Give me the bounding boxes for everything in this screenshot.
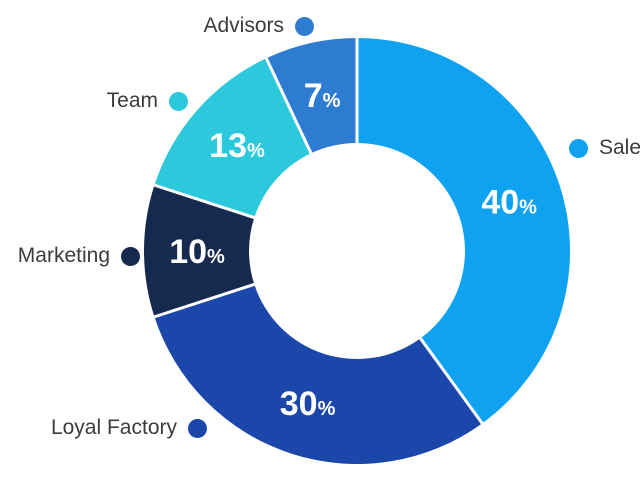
category-label-loyal-factory: Loyal Factory — [51, 414, 207, 442]
percent-label-team: 13% — [209, 127, 265, 165]
segment-divider — [418, 336, 484, 426]
percent-label-loyal-factory: 30% — [280, 385, 336, 423]
category-label-loyal-factory-text: Loyal Factory — [50, 416, 177, 439]
segment-divider — [153, 282, 256, 319]
sale-dot-icon — [569, 138, 588, 158]
advisors-dot-icon — [295, 16, 314, 36]
segment-loyal-factory — [154, 284, 483, 465]
category-label-marketing: Marketing — [18, 242, 140, 270]
segment-divider — [153, 183, 256, 220]
percent-label-sale: 40% — [481, 184, 537, 222]
percent-label-advisors: 7% — [304, 77, 341, 115]
segment-sale — [357, 38, 570, 424]
percent-label-marketing: 10% — [169, 233, 225, 271]
category-label-sale: Sale — [569, 134, 640, 162]
loyal-factory-dot-icon — [188, 418, 207, 438]
category-label-marketing-text: Marketing — [17, 244, 110, 267]
segment-team — [154, 58, 312, 218]
category-label-advisors: Advisors — [203, 12, 314, 40]
segment-marketing — [144, 185, 255, 317]
segment-advisors — [266, 38, 357, 154]
team-dot-icon — [169, 91, 188, 111]
category-label-team: Team — [107, 87, 188, 115]
segment-divider — [264, 56, 313, 155]
marketing-dot-icon — [121, 246, 140, 266]
category-label-advisors-text: Advisors — [203, 14, 284, 37]
category-label-team-text: Team — [106, 89, 158, 112]
category-label-sale-text: Sale — [599, 136, 640, 159]
